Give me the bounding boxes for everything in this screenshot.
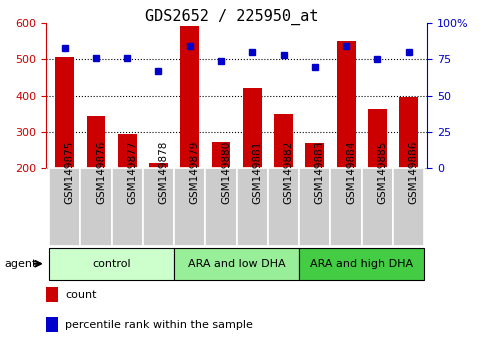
Bar bbox=[243, 88, 262, 168]
Bar bbox=[337, 41, 355, 168]
Text: GSM149875: GSM149875 bbox=[65, 140, 75, 204]
Bar bbox=[299, 248, 425, 280]
Bar bbox=[212, 142, 230, 168]
Bar bbox=[393, 168, 425, 246]
Text: GSM149877: GSM149877 bbox=[127, 140, 137, 204]
Bar bbox=[86, 115, 105, 168]
Text: GDS2652 / 225950_at: GDS2652 / 225950_at bbox=[145, 9, 318, 25]
Bar bbox=[299, 168, 330, 246]
Text: GSM149881: GSM149881 bbox=[252, 140, 262, 204]
Text: GSM149876: GSM149876 bbox=[96, 140, 106, 204]
Bar bbox=[399, 97, 418, 168]
Bar bbox=[174, 168, 205, 246]
Text: GSM149886: GSM149886 bbox=[409, 140, 419, 204]
Text: GSM149882: GSM149882 bbox=[284, 140, 294, 204]
Bar bbox=[305, 143, 324, 168]
Text: count: count bbox=[65, 290, 97, 300]
Text: agent: agent bbox=[5, 259, 37, 269]
Bar bbox=[368, 109, 387, 168]
Bar bbox=[149, 164, 168, 168]
Text: GSM149880: GSM149880 bbox=[221, 141, 231, 204]
Bar bbox=[46, 318, 58, 332]
Bar bbox=[49, 168, 80, 246]
Text: ARA and high DHA: ARA and high DHA bbox=[310, 259, 413, 269]
Bar bbox=[112, 168, 143, 246]
Bar bbox=[237, 168, 268, 246]
Bar bbox=[55, 57, 74, 168]
Bar bbox=[49, 248, 174, 280]
Bar bbox=[205, 168, 237, 246]
Text: control: control bbox=[92, 259, 131, 269]
Bar bbox=[180, 25, 199, 168]
Bar bbox=[46, 287, 58, 302]
Bar bbox=[268, 168, 299, 246]
Text: ARA and low DHA: ARA and low DHA bbox=[188, 259, 285, 269]
Bar bbox=[174, 248, 299, 280]
Text: GSM149879: GSM149879 bbox=[190, 140, 200, 204]
Text: GSM149883: GSM149883 bbox=[315, 140, 325, 204]
Bar bbox=[362, 168, 393, 246]
Bar bbox=[274, 114, 293, 168]
Bar bbox=[330, 168, 362, 246]
Bar bbox=[80, 168, 112, 246]
Bar bbox=[143, 168, 174, 246]
Text: GSM149878: GSM149878 bbox=[158, 140, 169, 204]
Text: GSM149884: GSM149884 bbox=[346, 140, 356, 204]
Text: percentile rank within the sample: percentile rank within the sample bbox=[65, 320, 253, 330]
Bar bbox=[118, 135, 137, 168]
Text: GSM149885: GSM149885 bbox=[377, 140, 387, 204]
